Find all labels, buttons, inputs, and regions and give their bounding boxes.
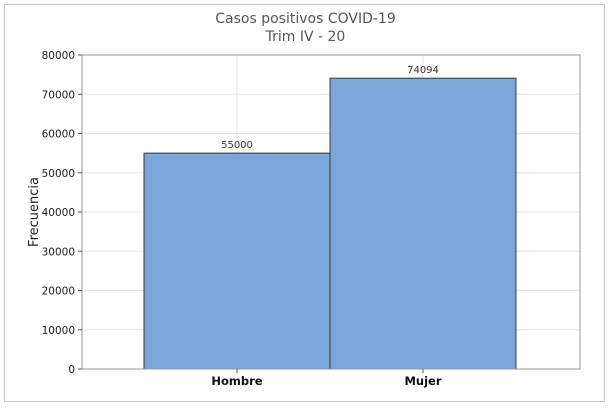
y-axis-label: Frecuencia	[27, 177, 42, 247]
x-tick-label-mujer: Mujer	[404, 374, 441, 388]
data-label-mujer: 74094	[407, 65, 439, 76]
y-tick-label: 0	[68, 364, 75, 376]
y-tick-label: 40000	[42, 207, 75, 219]
y-tick-label: 70000	[42, 89, 75, 101]
bar-mujer	[329, 77, 517, 370]
y-tick-label: 30000	[42, 246, 75, 258]
bar-hombre	[143, 152, 331, 370]
y-tick-label: 50000	[42, 168, 75, 180]
y-tick-label: 80000	[42, 50, 75, 62]
y-tick-label: 20000	[42, 286, 75, 298]
chart-title: Casos positivos COVID-19	[215, 11, 396, 27]
chart-subtitle: Trim IV - 20	[265, 29, 346, 45]
data-label-hombre: 55000	[221, 140, 253, 151]
x-tick-label-hombre: Hombre	[211, 374, 262, 388]
y-tick-label: 10000	[42, 325, 75, 337]
y-tick-label: 60000	[42, 129, 75, 141]
